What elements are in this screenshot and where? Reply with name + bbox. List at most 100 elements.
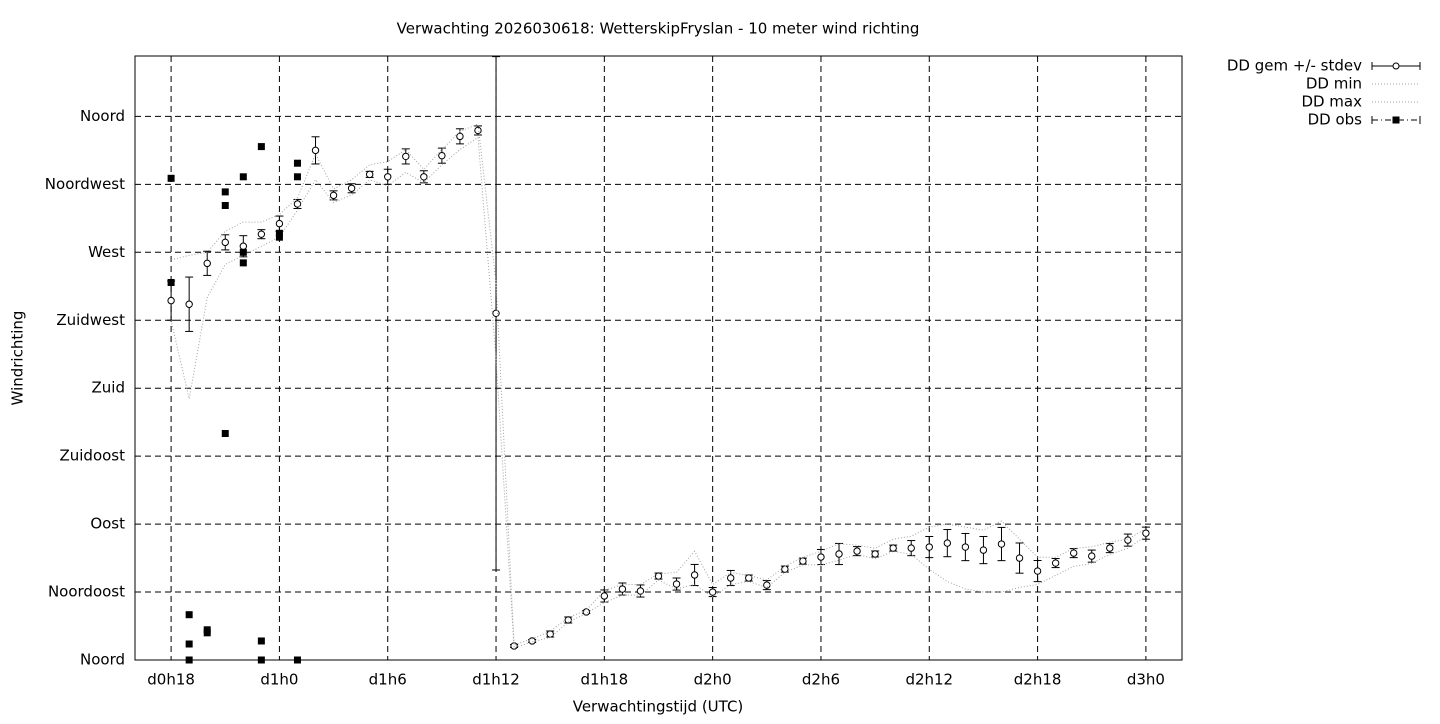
x-axis-label: Verwachtingstijd (UTC): [573, 698, 744, 716]
x-tick-label: d3h0: [1127, 671, 1165, 689]
obs-point: [257, 637, 265, 645]
obs-point: [185, 656, 193, 664]
mean-point: [384, 173, 392, 181]
obs-point: [221, 201, 229, 209]
obs-point: [167, 279, 175, 286]
x-tick-label: d1h0: [260, 671, 298, 689]
mean-point: [546, 630, 554, 638]
obs-point: [203, 629, 211, 637]
x-tick-label: d0h18: [147, 671, 195, 689]
legend-label: DD gem +/- stdev: [1227, 57, 1362, 75]
obs-point: [239, 173, 247, 181]
mean-point: [1106, 544, 1114, 552]
legend-label: DD obs: [1308, 111, 1363, 129]
mean-point: [708, 588, 717, 596]
obs-point: [275, 233, 283, 241]
range-line: [170, 136, 1147, 649]
mean-point: [979, 546, 988, 554]
mean-point: [329, 191, 338, 200]
mean-point: [1088, 552, 1096, 560]
mean-point: [781, 565, 789, 573]
mean-point: [420, 173, 428, 181]
obs-point: [185, 640, 193, 648]
mean-point: [1142, 529, 1150, 537]
y-axis-label: Windrichting: [9, 311, 27, 406]
mean-point: [275, 219, 284, 228]
mean-point: [1051, 559, 1060, 567]
obs-point: [275, 229, 283, 237]
x-tick-label: d1h6: [369, 671, 407, 689]
x-tick-label: d1h18: [581, 671, 629, 689]
mean-point: [239, 242, 248, 250]
mean-point: [1015, 554, 1024, 562]
mean-point: [925, 543, 933, 551]
obs-point: [293, 159, 301, 167]
obs-point: [221, 430, 229, 437]
mean-point: [600, 592, 609, 600]
y-tick-label: West: [88, 243, 125, 261]
x-tick-label: d2h18: [1014, 671, 1062, 689]
mean-point: [763, 581, 771, 589]
mean-point: [203, 259, 211, 268]
mean-point: [997, 540, 1006, 548]
mean-point: [582, 608, 590, 616]
mean-point: [817, 553, 825, 561]
mean-point: [636, 587, 645, 595]
mean-point: [492, 309, 500, 318]
y-tick-label: Zuidoost: [59, 447, 125, 465]
legend-sample: [1371, 62, 1421, 70]
mean-point: [347, 184, 356, 192]
obs-point: [221, 188, 229, 196]
legend-label: DD min: [1306, 75, 1362, 93]
mean-point: [438, 151, 446, 160]
mean-point: [745, 574, 753, 582]
y-tick-label: Zuidwest: [56, 311, 125, 329]
mean-point: [889, 544, 897, 552]
mean-point: [871, 550, 879, 558]
mean-point: [618, 585, 627, 593]
mean-point: [835, 550, 843, 558]
mean-point: [221, 238, 229, 247]
mean-point: [1033, 567, 1042, 575]
mean-point: [474, 126, 482, 135]
mean-point: [365, 170, 374, 179]
mean-point: [402, 152, 410, 161]
mean-point: [1069, 549, 1078, 557]
mean-point: [961, 543, 970, 551]
obs-point: [239, 259, 247, 267]
obs-point: [257, 143, 265, 151]
legend-label: DD max: [1301, 93, 1362, 111]
mean-point: [257, 230, 266, 238]
range-line: [170, 123, 1147, 646]
mean-point: [799, 557, 807, 565]
obs-point: [239, 248, 247, 256]
x-tick-label: d2h6: [802, 671, 840, 689]
mean-point: [907, 544, 915, 552]
mean-point: [564, 616, 572, 624]
mean-point: [943, 539, 952, 547]
mean-point: [690, 571, 699, 579]
mean-point: [456, 132, 464, 141]
y-tick-label: Oost: [90, 515, 125, 533]
x-tick-label: d1h12: [472, 671, 520, 689]
obs-point: [293, 173, 301, 181]
chart-title: Verwachting 2026030618: WetterskipFrysla…: [397, 20, 920, 38]
y-tick-label: Noord: [80, 107, 125, 125]
mean-point: [672, 580, 681, 588]
y-tick-label: Zuid: [92, 379, 125, 397]
x-tick-label: d2h12: [905, 671, 953, 689]
y-tick-label: Noordoost: [48, 583, 125, 601]
obs-point: [167, 174, 175, 182]
mean-point: [311, 146, 320, 155]
y-tick-label: Noord: [80, 651, 125, 669]
mean-point: [727, 574, 735, 582]
obs-point: [293, 656, 301, 664]
obs-point: [257, 656, 265, 664]
legend-sample: [1371, 116, 1421, 124]
plot-frame: [134, 55, 1183, 661]
mean-point: [654, 572, 663, 580]
mean-point: [853, 547, 861, 555]
mean-point: [185, 300, 193, 308]
y-tick-label: Noordwest: [45, 175, 125, 193]
